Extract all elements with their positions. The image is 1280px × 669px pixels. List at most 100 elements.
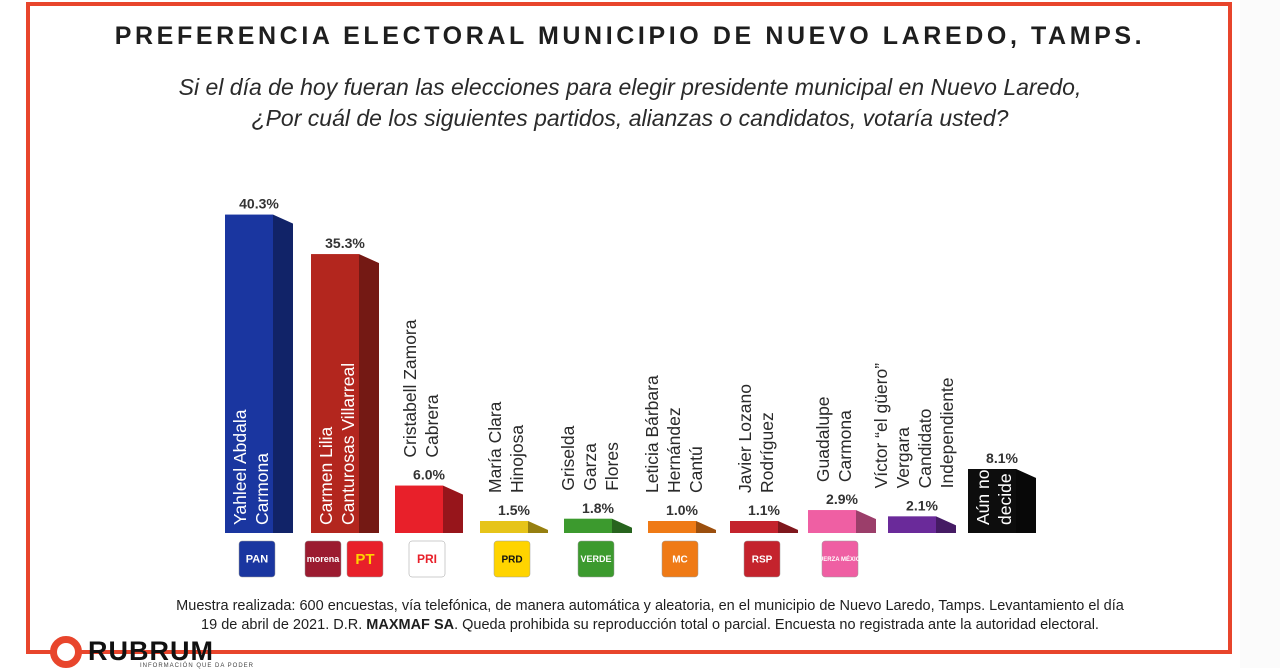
party-logo-text: FUERZA MÉXICO [815,555,865,563]
party-logo-icon: MC [661,540,699,578]
value-label: 2.9% [826,491,858,507]
chart-title: PREFERENCIA ELECTORAL MUNICIPIO DE NUEVO… [114,22,1146,50]
party-logo-bg [577,540,615,578]
party-logo-text: PAN [246,554,268,566]
bar-group [648,521,716,533]
category-label: Cristabell Zamora [400,319,420,457]
bar [808,510,856,533]
party-logo-icon: PT [346,540,384,578]
bar-group [564,518,632,533]
category-label: Cabrera [422,394,442,457]
party-logo-text: MC [672,554,688,565]
bar-side [778,521,798,533]
footnote: Muestra realizada: 600 encuestas, vía te… [60,597,1240,635]
bar-group [968,469,1036,533]
bar [888,516,936,533]
party-logo-text: PRI [417,552,437,566]
category-label: Yahleel Abdala [230,409,250,525]
bar-side [612,518,632,533]
footnote-line-1: Muestra realizada: 600 encuestas, vía te… [176,598,1124,614]
bar [730,521,778,533]
bar [564,518,612,533]
party-logo-text: PT [355,551,374,568]
bar [311,254,359,533]
party-logo-icon: morena [304,540,342,578]
party-logo-icon: PAN [238,540,276,578]
bar-side [856,510,876,533]
value-label: 1.0% [666,502,698,518]
footnote-company: MAXMAF SA [366,617,455,633]
category-label: Independiente [937,377,957,488]
category-label: Leticia Bárbara [642,375,662,493]
category-label: Rodríguez [757,412,777,493]
page-edge [1240,0,1280,668]
value-label: 35.3% [325,235,365,251]
category-label: Flores [602,442,622,491]
category-label: Candidato [915,409,935,489]
chart-frame [26,2,1232,654]
logo-ring-icon [50,636,82,668]
bar-group [395,485,463,533]
category-label: Aún no [973,470,993,525]
party-logo-bg [408,540,446,578]
category-label: Carmen Lilia [316,427,336,525]
bar-group [888,516,956,533]
bar [395,485,443,533]
bar-side [528,521,548,533]
bar-side [936,516,956,533]
logo-text: RUBRUM [88,636,214,666]
party-logo-text: morena [307,554,341,564]
bar-side [443,485,463,533]
bar [648,521,696,533]
party-logo-icon: FUERZA MÉXICO [815,540,865,578]
bar-side [696,521,716,533]
party-logo-bg [743,540,781,578]
bar-side [273,214,293,533]
category-label: Víctor “el güero” [871,363,891,489]
party-logo-bg [304,540,342,578]
bar [480,521,528,533]
party-logo-bg [346,540,384,578]
bar-side [1016,469,1036,533]
value-label: 1.5% [498,502,530,518]
value-label: 1.8% [582,500,614,516]
party-logo-bg [821,540,859,578]
category-label: Guadalupe [813,396,833,482]
party-logo-bg [661,540,699,578]
category-label: Carmona [835,410,855,482]
logo-tagline: INFORMACIÓN QUE DA PODER [140,663,255,669]
category-label: Hernández [664,407,684,493]
party-logo-text: RSP [752,554,773,565]
value-label: 6.0% [413,467,445,483]
party-logo-icon: RSP [743,540,781,578]
category-label: Garza [580,443,600,491]
category-label: Canturosas Villarreal [338,363,358,525]
bar [968,469,1016,533]
category-label: María Clara [485,401,505,493]
category-label: Cantú [686,446,706,493]
bar-group [225,214,293,533]
category-label: Griselda [558,425,578,490]
category-label: decide [995,473,1015,525]
bar-group [480,521,548,533]
footnote-line-2-pre: 19 de abril de 2021. D.R. [201,617,367,633]
bar-group [730,521,798,533]
bar-side [359,254,379,533]
category-label: Vergara [893,427,913,489]
party-logo-bg [238,540,276,578]
value-label: 40.3% [239,196,279,212]
value-label: 1.1% [748,502,780,518]
party-logo-icon: PRI [408,540,446,578]
value-label: 8.1% [986,450,1018,466]
question-line-2: ¿Por cuál de los siguientes partidos, al… [251,105,1009,131]
party-logo-text: PRD [501,554,522,565]
party-logo-text: VERDE [580,554,611,564]
bar [225,214,273,533]
category-label: Javier Lozano [735,384,755,493]
value-label: 2.1% [906,497,938,513]
rubrum-logo: RUBRUM INFORMACIÓN QUE DA PODER [48,634,308,669]
party-logo-icon: VERDE [577,540,615,578]
question-line-1: Si el día de hoy fueran las elecciones p… [178,74,1082,100]
party-logo-icon: PRD [493,540,531,578]
